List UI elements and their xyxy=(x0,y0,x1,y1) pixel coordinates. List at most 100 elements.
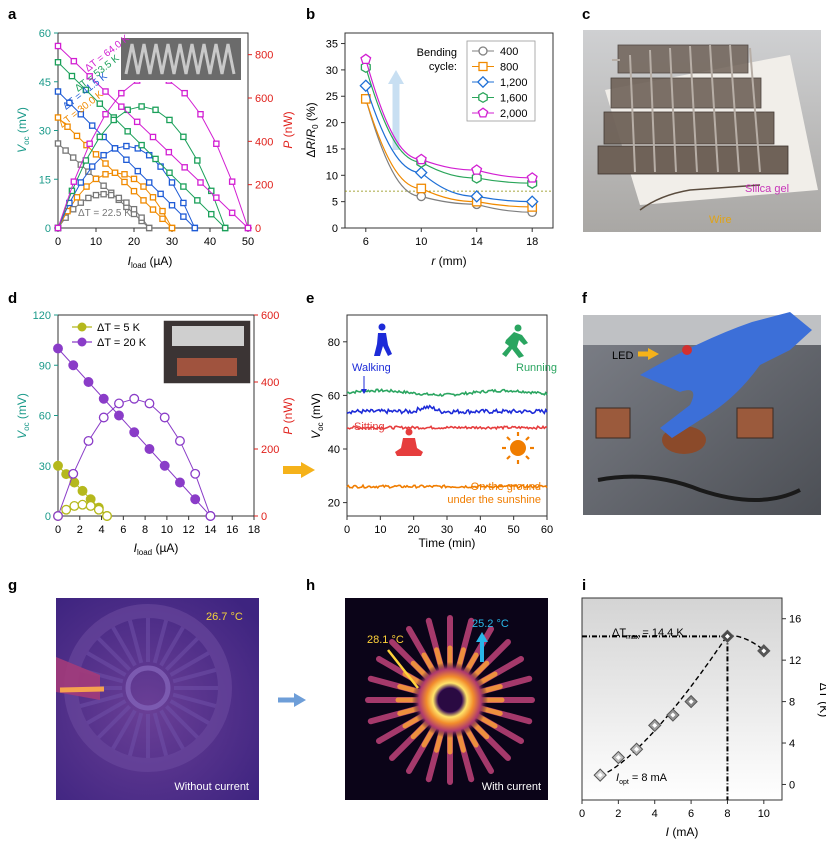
d-voc-point xyxy=(53,460,63,471)
i-point-inner xyxy=(652,722,658,728)
panel-label-a: a xyxy=(8,6,17,23)
d-voc-point xyxy=(83,377,94,387)
photo-f-led-label: LED xyxy=(612,350,633,362)
thermal-g-spoke xyxy=(159,709,185,750)
a-power-point xyxy=(159,207,166,215)
a-power-point xyxy=(85,194,92,202)
a-ylabel: Voc (mV) xyxy=(15,107,31,153)
thermal-image-g: 26.7 °C Without current xyxy=(56,598,306,800)
d-power-point xyxy=(98,412,109,423)
b-legend-label-2: 1,200 xyxy=(500,77,528,89)
a-power-point xyxy=(115,194,123,202)
b-ytick-label: 0 xyxy=(332,223,338,235)
d-voc-point xyxy=(53,343,63,354)
e-line-2 xyxy=(347,424,548,431)
thermal-g-spoke xyxy=(86,651,127,677)
thermal-g-spoke xyxy=(97,704,132,739)
b-point xyxy=(416,191,427,202)
b-point xyxy=(471,164,483,175)
b-trend-arrowhead xyxy=(388,70,404,84)
a-power-point xyxy=(111,169,119,176)
a-power-point xyxy=(82,157,90,164)
e-ytick-label: 60 xyxy=(328,390,340,402)
a-ytick-label: 45 xyxy=(39,77,51,89)
d-voc-point xyxy=(129,427,140,438)
thermal-g-spoke xyxy=(111,626,137,667)
photo-f-arrowhead xyxy=(648,348,659,360)
d-to-e-arrowhead xyxy=(301,462,315,478)
inset-photo-d-device xyxy=(177,358,237,376)
e-label-sun-2: under the sunshine xyxy=(447,494,541,506)
panel-label-f: f xyxy=(582,290,588,307)
b-ytick-label: 15 xyxy=(326,144,338,156)
h-caption: With current xyxy=(482,781,541,793)
photo-f: LED xyxy=(583,312,821,515)
d-voc-point xyxy=(144,444,155,454)
d-legend-label-2: ΔT = 20 K xyxy=(97,337,147,349)
i-point-inner xyxy=(634,746,640,752)
b-legend-label-4: 2,000 xyxy=(500,108,528,120)
a-series-1 xyxy=(54,114,176,232)
a-voc-point xyxy=(54,42,62,50)
a-voc-point xyxy=(165,148,173,156)
d-legend-label-1: ΔT = 5 K xyxy=(97,322,141,334)
photo-c-fin-highlights xyxy=(612,44,761,173)
a-power-point xyxy=(102,111,109,118)
b-legend-marker-4 xyxy=(477,107,489,118)
panel-label-b: b xyxy=(306,6,315,23)
photo-f-glove xyxy=(640,312,812,438)
i-ylabel: ΔT (K) xyxy=(817,683,826,717)
thermal-g-spoke xyxy=(169,651,210,677)
a-power-point xyxy=(86,140,93,147)
thermal-h-center xyxy=(438,688,462,712)
a-power-point xyxy=(134,145,142,152)
i-ytick-label: 8 xyxy=(789,697,795,709)
a-power-point xyxy=(118,89,125,97)
a-voc-point xyxy=(96,100,104,107)
a-power-point xyxy=(69,205,77,213)
a-series-2 xyxy=(54,88,199,232)
a-voc-point xyxy=(213,194,220,201)
b-point xyxy=(526,172,538,183)
a-y2tick-label: 200 xyxy=(255,180,273,192)
a-power-point xyxy=(100,151,107,159)
g-caption: Without current xyxy=(174,781,249,793)
d-ytick-label: 30 xyxy=(39,461,51,473)
b-line-0 xyxy=(365,98,533,213)
i-ytick-label: 12 xyxy=(789,655,801,667)
e-line-0 xyxy=(346,388,548,397)
d-power-line-1 xyxy=(57,398,211,517)
e-xtick-label: 10 xyxy=(374,524,386,536)
panel-label-h: h xyxy=(306,577,315,594)
b-xlabel: r (mm) xyxy=(431,254,466,268)
e-ytick-label: 40 xyxy=(328,444,340,456)
d-voc-point xyxy=(114,410,124,421)
a-voc-point xyxy=(73,132,81,140)
b-legend-marker-1 xyxy=(478,61,488,72)
a-voc-point xyxy=(149,206,157,213)
a-power-point xyxy=(149,194,157,201)
d-xtick-label: 12 xyxy=(183,524,195,536)
a-power-point xyxy=(138,103,145,110)
d-power-point xyxy=(69,501,80,511)
d-ylabel: Voc (mV) xyxy=(15,393,31,439)
g-to-h-arrowhead xyxy=(294,693,306,707)
a-power-point xyxy=(88,163,96,170)
a-power-point xyxy=(121,171,128,178)
b-point xyxy=(359,79,373,93)
thermal-g-spoke xyxy=(86,699,127,725)
d-ytick-label: 0 xyxy=(45,511,51,523)
a-voc-point xyxy=(180,213,187,220)
a-power-point xyxy=(194,157,201,164)
e-xtick-label: 20 xyxy=(408,524,420,536)
h-cold-pointer-head xyxy=(476,632,488,642)
d-power-point xyxy=(129,393,140,404)
a-power-point xyxy=(77,179,85,186)
d-power-point xyxy=(85,501,96,511)
b-legend-title-2: cycle: xyxy=(429,61,457,73)
a-voc-point xyxy=(118,103,125,110)
i-xtick-label: 8 xyxy=(724,808,730,820)
d-power-point xyxy=(159,412,170,423)
a-power-point xyxy=(180,199,187,207)
